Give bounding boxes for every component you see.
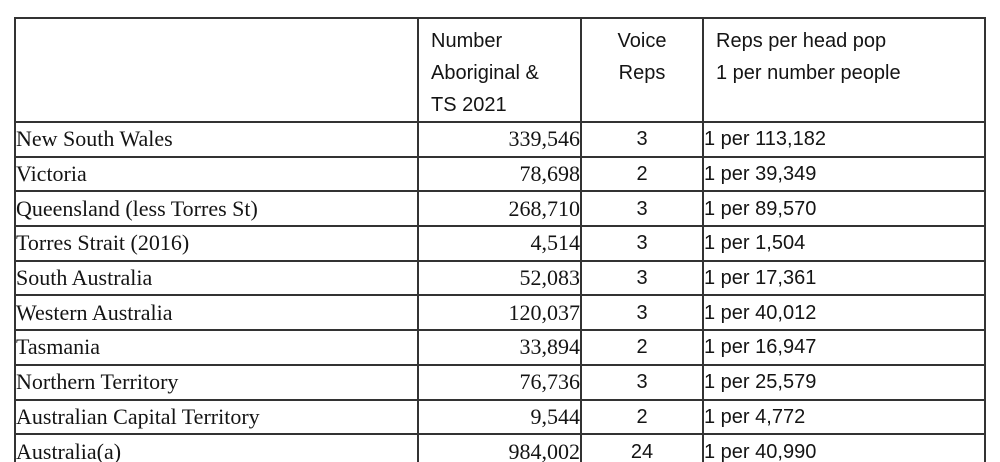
region-cell: New South Wales <box>14 121 419 158</box>
reps-per-head-cell: 1 per 39,349 <box>702 155 986 193</box>
region-cell: Western Australia <box>14 294 419 332</box>
table-row: Victoria 78,698 2 1 per 39,349 <box>14 155 986 193</box>
reps-per-head-cell: 1 per 40,012 <box>702 294 986 332</box>
region-cell: Victoria <box>14 155 419 193</box>
voice-reps-cell: 3 <box>580 363 704 401</box>
voice-reps-cell: 3 <box>580 225 704 262</box>
number-cell: 76,736 <box>417 363 582 401</box>
voice-reps-table: Number Aboriginal & TS 2021 Voice Reps R… <box>14 17 986 462</box>
table-row: New South Wales 339,546 3 1 per 113,182 <box>14 121 986 158</box>
number-cell: 268,710 <box>417 190 582 228</box>
voice-reps-cell: 2 <box>580 398 704 436</box>
voice-reps-cell: 3 <box>580 190 704 228</box>
voice-reps-cell: 3 <box>580 121 704 158</box>
number-cell: 984,002 <box>417 433 582 462</box>
number-cell: 9,544 <box>417 398 582 436</box>
table-row: Western Australia 120,037 3 1 per 40,012 <box>14 294 986 332</box>
reps-per-head-cell: 1 per 89,570 <box>702 190 986 228</box>
region-cell: Northern Territory <box>14 363 419 401</box>
table-row: South Australia 52,083 3 1 per 17,361 <box>14 259 986 297</box>
voice-reps-cell: 3 <box>580 259 704 297</box>
region-cell: Queensland (less Torres St) <box>14 190 419 228</box>
table-row: Torres Strait (2016) 4,514 3 1 per 1,504 <box>14 225 986 262</box>
number-cell: 52,083 <box>417 259 582 297</box>
header-voice-reps: Voice Reps <box>580 17 704 123</box>
reps-per-head-cell: 1 per 25,579 <box>702 363 986 401</box>
number-cell: 33,894 <box>417 329 582 366</box>
reps-per-head-cell: 1 per 1,504 <box>702 225 986 262</box>
number-cell: 4,514 <box>417 225 582 262</box>
header-region <box>14 17 419 123</box>
header-reps-per-head: Reps per head pop 1 per number people <box>702 17 986 123</box>
table-row: Northern Territory 76,736 3 1 per 25,579 <box>14 363 986 401</box>
voice-reps-cell: 24 <box>580 433 704 462</box>
table-row: Australia(a) 984,002 24 1 per 40,990 <box>14 433 986 462</box>
region-cell: Australian Capital Territory <box>14 398 419 436</box>
region-cell: Tasmania <box>14 329 419 366</box>
region-cell: Torres Strait (2016) <box>14 225 419 262</box>
table-row: Australian Capital Territory 9,544 2 1 p… <box>14 398 986 436</box>
number-cell: 78,698 <box>417 155 582 193</box>
region-cell: Australia(a) <box>14 433 419 462</box>
table-header-row: Number Aboriginal & TS 2021 Voice Reps R… <box>14 17 986 123</box>
number-cell: 120,037 <box>417 294 582 332</box>
reps-per-head-cell: 1 per 16,947 <box>702 329 986 366</box>
table-row: Queensland (less Torres St) 268,710 3 1 … <box>14 190 986 228</box>
reps-per-head-cell: 1 per 113,182 <box>702 121 986 158</box>
header-number-aboriginal-ts: Number Aboriginal & TS 2021 <box>417 17 582 123</box>
table-row: Tasmania 33,894 2 1 per 16,947 <box>14 329 986 366</box>
region-cell: South Australia <box>14 259 419 297</box>
voice-reps-cell: 2 <box>580 329 704 366</box>
voice-reps-cell: 3 <box>580 294 704 332</box>
voice-reps-cell: 2 <box>580 155 704 193</box>
reps-per-head-cell: 1 per 17,361 <box>702 259 986 297</box>
number-cell: 339,546 <box>417 121 582 158</box>
reps-per-head-cell: 1 per 40,990 <box>702 433 986 462</box>
reps-per-head-cell: 1 per 4,772 <box>702 398 986 436</box>
